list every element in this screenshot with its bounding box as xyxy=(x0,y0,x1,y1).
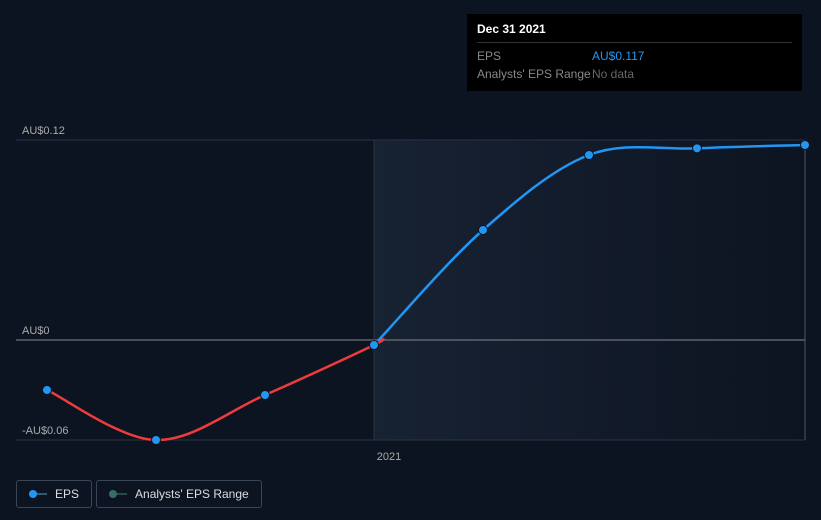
legend-item-range[interactable]: Analysts' EPS Range xyxy=(96,480,262,508)
chart-container: { "tooltip": { "x": 467, "y": 14, "date"… xyxy=(0,0,821,520)
legend-swatch-icon xyxy=(109,489,127,499)
legend-swatch-icon xyxy=(29,489,47,499)
line-chart xyxy=(0,0,821,520)
chart-legend: EPS Analysts' EPS Range xyxy=(16,480,262,508)
legend-item-label: EPS xyxy=(55,487,79,501)
legend-item-label: Analysts' EPS Range xyxy=(135,487,249,501)
legend-item-eps[interactable]: EPS xyxy=(16,480,92,508)
